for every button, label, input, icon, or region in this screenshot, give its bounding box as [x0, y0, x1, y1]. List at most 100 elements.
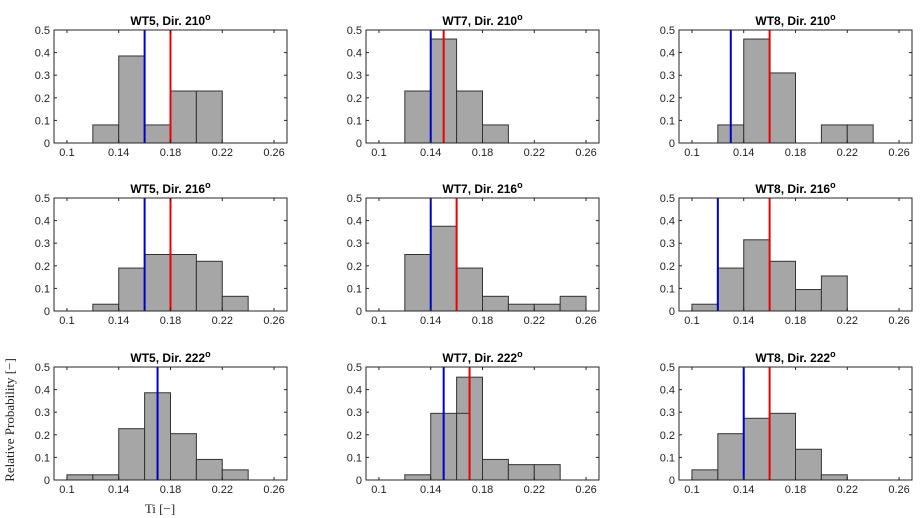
- x-tick-label: 0.14: [108, 147, 129, 159]
- y-tick-label: 0.3: [660, 407, 675, 419]
- y-axis-label: Relative Probability [−]: [2, 358, 17, 482]
- y-tick-label: 0.1: [660, 283, 675, 295]
- histogram-bar: [743, 417, 771, 481]
- y-tick-label: 0: [669, 306, 675, 318]
- x-tick-label: 0.18: [160, 315, 181, 327]
- y-tick-label: 0: [44, 306, 50, 318]
- histogram-bar: [170, 433, 197, 481]
- panel-title: WT7, Dir. 216o: [442, 180, 523, 196]
- y-tick-label: 0: [356, 475, 362, 487]
- histogram-bar: [769, 260, 796, 312]
- y-tick-label: 0.2: [347, 430, 362, 442]
- x-tick-label: 0.18: [160, 484, 181, 496]
- y-tick-label: 0.5: [35, 25, 50, 37]
- histogram-bar: [92, 303, 120, 312]
- x-tick-label: 0.14: [108, 484, 129, 496]
- x-tick-label: 0.22: [837, 315, 858, 327]
- y-tick-label: 0: [44, 475, 50, 487]
- y-tick-label: 0.2: [660, 261, 675, 273]
- x-tick-label: 0.18: [472, 147, 493, 159]
- y-tick-label: 0.4: [347, 385, 362, 397]
- panel-title: WT5, Dir. 222o: [130, 349, 211, 365]
- y-tick-label: 0.2: [35, 261, 50, 273]
- x-tick-label: 0.14: [733, 484, 754, 496]
- x-tick-label: 0.1: [371, 147, 386, 159]
- y-tick-label: 0.5: [35, 193, 50, 205]
- histogram-panel-6: 0 0.1 0.2 0.3 0.4 0.5 0.1 0.14 0.18 0.22 0.26 WT8, …: [660, 180, 913, 327]
- y-tick-label: 0.4: [660, 48, 675, 60]
- histogram-panel-3: 0 0.1 0.2 0.3 0.4 0.5 0.1 0.14 0.18 0.22 0.26 WT8, …: [660, 12, 913, 159]
- histogram-bar: [820, 275, 848, 312]
- x-tick-label: 0.22: [212, 147, 233, 159]
- y-tick-label: 0.3: [35, 238, 50, 250]
- x-tick-label: 0.22: [212, 315, 233, 327]
- histogram-bar: [482, 295, 509, 312]
- y-tick-label: 0.1: [35, 452, 50, 464]
- y-tick-label: 0.1: [347, 283, 362, 295]
- histogram-bar: [795, 289, 822, 312]
- histogram-bar: [144, 124, 172, 144]
- y-tick-label: 0.2: [660, 93, 675, 105]
- x-axis-label: Ti [−]: [145, 501, 175, 516]
- x-tick-label: 0.14: [733, 315, 754, 327]
- y-tick-label: 0.1: [660, 115, 675, 127]
- histogram-bar: [691, 469, 719, 481]
- y-tick-label: 0.5: [35, 362, 50, 374]
- histogram-bar: [170, 90, 197, 144]
- histogram-bar: [717, 433, 745, 481]
- x-tick-label: 0.18: [472, 484, 493, 496]
- y-tick-label: 0.2: [660, 430, 675, 442]
- x-tick-label: 0.1: [684, 484, 699, 496]
- histogram-bar: [691, 303, 719, 312]
- panel-title: WT8, Dir. 210o: [755, 12, 836, 28]
- histogram-bar: [118, 55, 146, 144]
- x-tick-label: 0.18: [785, 315, 806, 327]
- x-tick-label: 0.1: [59, 315, 74, 327]
- y-tick-label: 0.4: [35, 385, 50, 397]
- histogram-panel-5: 0 0.1 0.2 0.3 0.4 0.5 0.1 0.14 0.18 0.22 0.26 WT7, …: [347, 180, 600, 327]
- y-tick-label: 0: [356, 306, 362, 318]
- y-tick-label: 0.3: [35, 407, 50, 419]
- x-tick-label: 0.22: [524, 315, 545, 327]
- y-tick-label: 0.1: [347, 452, 362, 464]
- x-tick-label: 0.14: [420, 315, 441, 327]
- histogram-bar: [482, 124, 509, 144]
- x-tick-label: 0.22: [212, 484, 233, 496]
- x-tick-label: 0.18: [785, 147, 806, 159]
- histogram-bar: [743, 239, 771, 312]
- histogram-bar: [221, 469, 249, 481]
- histogram-panel-9: 0 0.1 0.2 0.3 0.4 0.5 0.1 0.14 0.18 0.22 0.26 WT8, …: [660, 349, 913, 496]
- histogram-bar: [92, 124, 120, 144]
- histogram-panel-1: 0 0.1 0.2 0.3 0.4 0.5 0.1 0.14 0.18 0.22 0.26 WT5, …: [35, 12, 288, 159]
- y-tick-label: 0.3: [347, 70, 362, 82]
- y-tick-label: 0.4: [35, 48, 50, 60]
- y-tick-label: 0.1: [347, 115, 362, 127]
- histogram-bar: [456, 90, 484, 144]
- y-tick-label: 0: [356, 138, 362, 150]
- histogram-bar: [144, 254, 172, 312]
- histogram-panel-8: 0 0.1 0.2 0.3 0.4 0.5 0.1 0.14 0.18 0.22 0.26 WT7, …: [347, 349, 600, 496]
- histogram-panel-2: 0 0.1 0.2 0.3 0.4 0.5 0.1 0.14 0.18 0.22 0.26 WT7, …: [347, 12, 600, 159]
- y-tick-label: 0.2: [347, 261, 362, 273]
- x-tick-label: 0.22: [837, 484, 858, 496]
- histogram-panel-7: 0 0.1 0.2 0.3 0.4 0.5 0.1 0.14 0.18 0.22 0.26 WT5, …: [35, 349, 288, 496]
- y-tick-label: 0: [44, 138, 50, 150]
- x-tick-label: 0.26: [263, 315, 284, 327]
- x-tick-label: 0.1: [684, 147, 699, 159]
- x-tick-label: 0.26: [575, 147, 596, 159]
- panel-title: WT8, Dir. 216o: [755, 180, 836, 196]
- histogram-bar: [456, 412, 471, 481]
- x-tick-label: 0.1: [371, 484, 386, 496]
- y-tick-label: 0.1: [35, 115, 50, 127]
- panel-title: WT5, Dir. 216o: [130, 180, 211, 196]
- x-tick-label: 0.26: [263, 147, 284, 159]
- histogram-bar: [559, 295, 587, 312]
- x-tick-label: 0.22: [524, 484, 545, 496]
- histogram-bar: [66, 474, 94, 481]
- x-tick-label: 0.22: [837, 147, 858, 159]
- histogram-bar: [743, 38, 771, 144]
- x-tick-label: 0.1: [684, 315, 699, 327]
- histogram-bar: [456, 267, 484, 312]
- x-tick-label: 0.26: [575, 484, 596, 496]
